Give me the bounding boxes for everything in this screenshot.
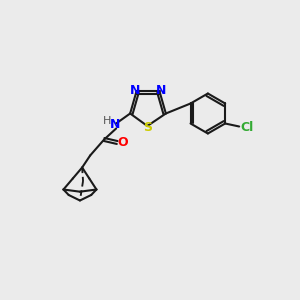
Text: N: N [110, 118, 120, 131]
Text: Cl: Cl [241, 121, 254, 134]
Text: O: O [118, 136, 128, 149]
Text: N: N [130, 84, 140, 97]
Text: N: N [155, 84, 166, 97]
Text: H: H [103, 116, 111, 127]
Text: S: S [143, 121, 152, 134]
